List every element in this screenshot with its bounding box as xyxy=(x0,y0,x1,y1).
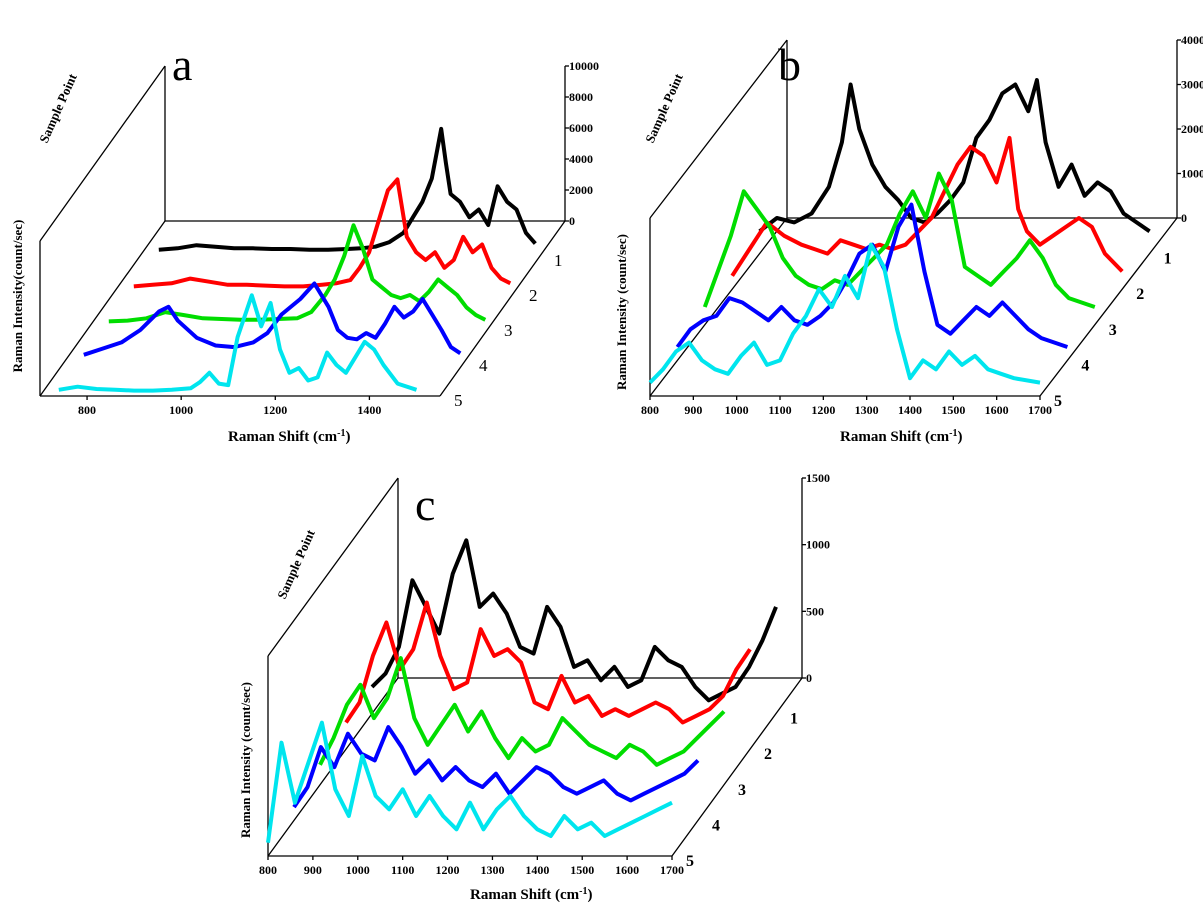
z-tick-label: 500 xyxy=(806,604,824,618)
depth-axis-title: Sample Point xyxy=(274,527,318,601)
x-tick-label: 900 xyxy=(304,863,322,877)
depth-axis-line xyxy=(1039,217,1178,397)
floor-left-edge xyxy=(649,217,788,397)
sample-label: 5 xyxy=(686,853,694,870)
series-line-4 xyxy=(675,202,1069,349)
sample-label: 4 xyxy=(479,356,488,375)
sample-label: 2 xyxy=(1136,286,1144,303)
z-tick-label: 6000 xyxy=(569,121,593,135)
depth-axis-line xyxy=(671,677,803,857)
x-tick-label: 1000 xyxy=(169,403,193,417)
x-tick-label: 1600 xyxy=(615,863,639,877)
panel-letter: c xyxy=(415,479,435,530)
depth-axis-title: Sample Point xyxy=(36,71,80,145)
sample-label: 3 xyxy=(504,321,513,340)
top-left-edge xyxy=(267,477,399,657)
x-tick-label: 1100 xyxy=(768,403,791,417)
series-line-5 xyxy=(648,242,1041,385)
x-tick-label: 1400 xyxy=(898,403,922,417)
sample-label: 2 xyxy=(764,746,772,763)
x-tick-label: 900 xyxy=(684,403,702,417)
y-axis-title: Raman Intensity(count/sec) xyxy=(10,220,25,373)
y-axis-title: Raman Intensity (count/sec) xyxy=(238,682,253,838)
series-line-5 xyxy=(266,720,673,843)
z-tick-label: 2000 xyxy=(569,183,593,197)
x-axis-title: Raman Shift (cm-1) xyxy=(228,428,351,446)
series-line-2 xyxy=(344,600,752,725)
z-tick-label: 4000 xyxy=(1181,33,1203,47)
depth-axis-title: Sample Point xyxy=(642,71,686,145)
x-tick-label: 1500 xyxy=(941,403,965,417)
floor-left-edge xyxy=(39,220,166,397)
x-tick-label: 1000 xyxy=(346,863,370,877)
x-tick-label: 800 xyxy=(259,863,277,877)
z-tick-label: 0 xyxy=(569,214,575,228)
sample-label: 1 xyxy=(1164,251,1172,268)
z-tick-label: 1000 xyxy=(806,538,830,552)
panel-letter: b xyxy=(778,39,801,90)
x-tick-label: 1200 xyxy=(436,863,460,877)
x-tick-label: 1500 xyxy=(570,863,594,877)
sample-label: 1 xyxy=(790,711,798,728)
z-tick-label: 1500 xyxy=(806,471,830,485)
series-line-5 xyxy=(58,293,418,393)
series-line-1 xyxy=(758,78,1151,233)
x-axis-title: Raman Shift (cm-1) xyxy=(840,428,963,446)
z-tick-label: 0 xyxy=(806,671,812,685)
z-tick-label: 8000 xyxy=(569,90,593,104)
series-line-3 xyxy=(702,171,1096,309)
x-axis-title: Raman Shift (cm-1) xyxy=(470,886,593,904)
sample-label: 3 xyxy=(1109,322,1117,339)
x-tick-label: 800 xyxy=(641,403,659,417)
z-tick-label: 4000 xyxy=(569,152,593,166)
panel-a: a 800 1000 1200 1400 0 2000 4000 6000 8000 10000 12… xyxy=(10,39,599,445)
x-tick-label: 800 xyxy=(78,403,96,417)
y-axis-title: Raman Intensity (count/sec) xyxy=(614,234,629,390)
z-tick-label: 0 xyxy=(1181,211,1187,225)
x-tick-label: 1200 xyxy=(263,403,287,417)
series-line-3 xyxy=(108,223,487,324)
x-tick-label: 1700 xyxy=(1028,403,1052,417)
z-tick-label: 3000 xyxy=(1181,78,1203,92)
series-line-4 xyxy=(292,725,700,809)
z-tick-label: 2000 xyxy=(1181,122,1203,136)
x-tick-label: 1700 xyxy=(660,863,684,877)
panel-b: b 800 900 1000 1100 1200 1300 1400 1500 1600 1700 0… xyxy=(614,33,1203,445)
series-line-1 xyxy=(158,126,537,252)
series-line-2 xyxy=(133,177,512,289)
x-tick-label: 1600 xyxy=(985,403,1009,417)
series-line-1 xyxy=(370,538,778,703)
sample-label: 1 xyxy=(554,251,563,270)
top-left-edge xyxy=(39,65,166,242)
sample-label: 2 xyxy=(529,286,538,305)
series-line-3 xyxy=(318,656,726,767)
sample-label: 4 xyxy=(712,817,720,834)
x-tick-label: 1100 xyxy=(391,863,414,877)
x-tick-label: 1400 xyxy=(525,863,549,877)
x-tick-label: 1200 xyxy=(811,403,835,417)
z-tick-label: 10000 xyxy=(569,59,599,73)
panel-letter: a xyxy=(172,39,192,90)
series-line-2 xyxy=(730,135,1124,277)
sample-label: 5 xyxy=(454,391,463,410)
series-line-4 xyxy=(83,281,462,357)
depth-axis-line xyxy=(439,220,566,397)
sample-label: 5 xyxy=(1054,393,1062,410)
x-tick-label: 1000 xyxy=(725,403,749,417)
x-tick-label: 1300 xyxy=(855,403,879,417)
sample-label: 4 xyxy=(1081,357,1089,374)
sample-label: 3 xyxy=(738,782,746,799)
x-tick-label: 1300 xyxy=(480,863,504,877)
z-tick-label: 1000 xyxy=(1181,167,1203,181)
x-tick-label: 1400 xyxy=(357,403,381,417)
top-left-edge xyxy=(649,39,788,219)
